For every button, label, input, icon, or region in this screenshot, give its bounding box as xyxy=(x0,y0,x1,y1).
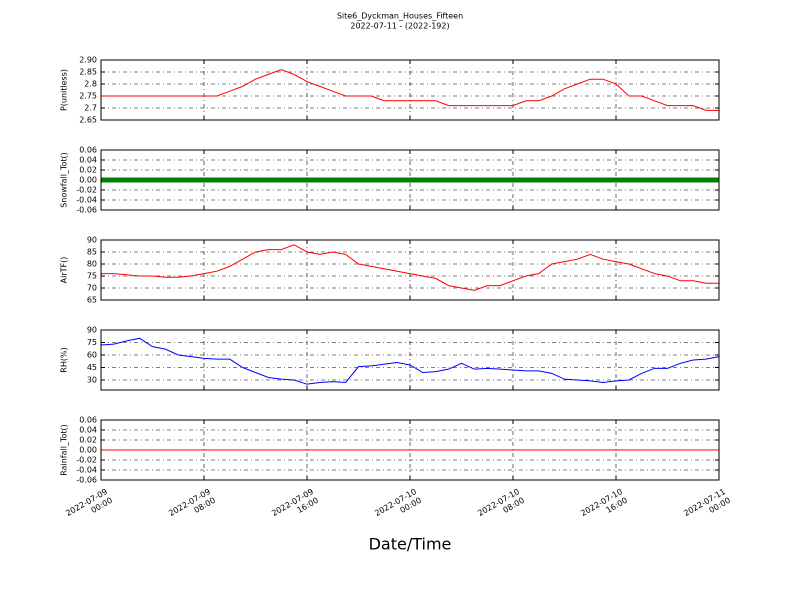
y-axis-label: AirTF() xyxy=(60,257,69,284)
y-tick-label: 70 xyxy=(87,284,97,293)
y-tick-label: 0.04 xyxy=(79,426,97,435)
y-axis-label: Rainfall_Tot() xyxy=(60,424,69,476)
plot-frame xyxy=(100,149,720,211)
y-tick-label: 2.85 xyxy=(79,68,97,77)
y-tick-label: 0.06 xyxy=(79,146,97,155)
plot-frame xyxy=(100,329,720,391)
y-tick-label: 2.90 xyxy=(79,56,97,65)
y-tick-label: 0.02 xyxy=(79,166,97,175)
y-tick-label: 0.00 xyxy=(79,446,97,455)
y-tick-label: 2.7 xyxy=(84,104,97,113)
y-tick-label: 85 xyxy=(87,248,97,257)
y-tick-label: 2.65 xyxy=(79,116,97,125)
y-tick-label: 0.00 xyxy=(79,176,97,185)
plot-frame xyxy=(100,59,720,121)
data-line xyxy=(101,244,719,291)
y-tick-label: 75 xyxy=(87,338,97,347)
plot-frame xyxy=(100,419,720,481)
plot-frame xyxy=(100,239,720,301)
y-tick-label: 0.02 xyxy=(79,436,97,445)
y-tick-label: 60 xyxy=(87,351,97,360)
y-axis-label: Snowfall_Tot() xyxy=(60,152,69,208)
y-tick-label: 0.04 xyxy=(79,156,97,165)
y-tick-label: -0.04 xyxy=(76,196,97,205)
chart-title: Site6_Dyckman_Houses_Fifteen xyxy=(337,12,463,21)
y-tick-label: -0.04 xyxy=(76,466,97,475)
chart-subtitle: 2022-07-11 - (2022-192) xyxy=(350,22,449,31)
y-tick-label: -0.02 xyxy=(76,456,97,465)
y-axis-label: P(unitless) xyxy=(60,69,69,111)
x-axis-label: Date/Time xyxy=(369,535,452,554)
y-tick-label: 75 xyxy=(87,272,97,281)
y-tick-label: 80 xyxy=(87,260,97,269)
y-tick-label: 90 xyxy=(87,236,97,245)
data-line xyxy=(100,337,720,385)
y-tick-label: 30 xyxy=(87,376,97,385)
y-tick-label: 0.06 xyxy=(79,416,97,425)
y-tick-label: 90 xyxy=(87,326,97,335)
y-tick-label: 45 xyxy=(87,363,97,372)
y-tick-label: 2.75 xyxy=(79,92,97,101)
data-line xyxy=(101,69,719,111)
y-tick-label: 2.8 xyxy=(84,80,97,89)
y-axis-label: RH(%) xyxy=(60,347,69,372)
y-tick-label: -0.06 xyxy=(76,206,97,215)
y-tick-label: -0.06 xyxy=(76,476,97,485)
y-tick-label: -0.02 xyxy=(76,186,97,195)
y-tick-label: 65 xyxy=(87,296,97,305)
